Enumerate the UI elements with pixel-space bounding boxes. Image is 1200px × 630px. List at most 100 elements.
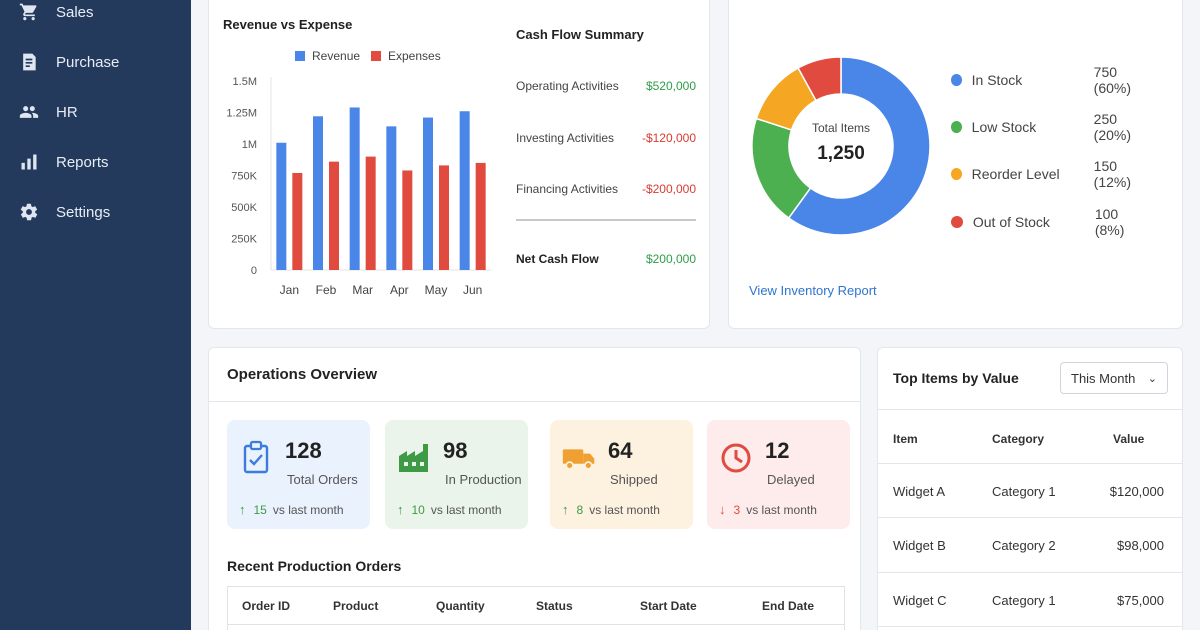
clock-icon bbox=[721, 443, 751, 473]
cashflow-label: Operating Activities bbox=[516, 79, 619, 93]
bar-revenue-feb[interactable] bbox=[313, 116, 323, 270]
cashflow-net-value: $200,000 bbox=[645, 252, 696, 266]
bar-revenue-apr[interactable] bbox=[386, 126, 397, 270]
bar-expenses-jun[interactable] bbox=[475, 162, 486, 270]
item-name: Widget C bbox=[893, 593, 947, 608]
gear-icon bbox=[18, 201, 40, 223]
item-value: $120,000 bbox=[1109, 484, 1164, 499]
donut-slice-out-of-stock[interactable] bbox=[797, 56, 842, 102]
bar-chart-icon bbox=[18, 151, 40, 173]
bar-revenue-may[interactable] bbox=[423, 117, 433, 270]
legend-value: 150 (12%) bbox=[1093, 158, 1132, 190]
arrow-down-icon: ↓ bbox=[719, 502, 726, 517]
item-value: $75,000 bbox=[1117, 593, 1164, 608]
revenue-card: Revenue vs Expense Revenue Expenses 0 250… bbox=[208, 0, 710, 329]
legend-dot bbox=[951, 216, 963, 228]
kpi-total-orders[interactable]: 128 Total Orders ↑ 15 vs last month bbox=[227, 420, 370, 529]
factory-icon bbox=[399, 444, 428, 472]
inventory-legend-out-of-stock: Out of Stock 100 (8%) bbox=[951, 206, 1151, 238]
item-name: Widget A bbox=[893, 484, 946, 499]
chevron-down-icon: ⌄ bbox=[1147, 373, 1157, 385]
clipboard-icon bbox=[243, 440, 269, 474]
bar-expenses-mar[interactable] bbox=[365, 156, 376, 270]
column-header[interactable]: Category bbox=[992, 432, 1045, 446]
legend-swatch bbox=[371, 51, 381, 61]
divider bbox=[878, 626, 1182, 627]
column-header[interactable]: Item bbox=[893, 432, 918, 446]
bar-revenue-mar[interactable] bbox=[349, 107, 360, 271]
cashflow-divider bbox=[516, 219, 696, 221]
bar-expenses-apr[interactable] bbox=[402, 170, 413, 270]
kpi-trend-text: vs last month bbox=[746, 502, 817, 517]
kpi-trend-text: vs last month bbox=[272, 502, 344, 517]
bar-revenue-jan[interactable] bbox=[276, 142, 287, 270]
legend-dot bbox=[951, 168, 962, 180]
column-header[interactable]: Quantity bbox=[436, 599, 485, 613]
cart-icon bbox=[18, 1, 40, 23]
legend-swatch bbox=[295, 51, 305, 61]
sidebar-item-purchase[interactable]: Purchase bbox=[0, 42, 191, 82]
y-tick-label: 1.5M bbox=[233, 76, 257, 88]
sidebar-item-reports[interactable]: Reports bbox=[0, 142, 191, 182]
sidebar-item-label: Settings bbox=[56, 203, 111, 221]
kpi-label: Total Orders bbox=[287, 472, 358, 487]
bar-expenses-feb[interactable] bbox=[329, 161, 339, 270]
item-category: Category 1 bbox=[992, 593, 1056, 608]
kpi-trend-text: vs last month bbox=[430, 502, 502, 517]
cashflow-net-label: Net Cash Flow bbox=[516, 252, 599, 266]
column-header[interactable]: Order ID bbox=[242, 599, 291, 613]
period-select[interactable]: This Month ⌄ bbox=[1060, 362, 1168, 394]
kpi-value: 98 bbox=[443, 438, 468, 463]
item-value: $98,000 bbox=[1117, 538, 1164, 553]
bar-expenses-may[interactable] bbox=[439, 165, 449, 270]
inventory-legend-in-stock: In Stock 750 (60%) bbox=[951, 64, 1151, 96]
y-tick-label: 0 bbox=[251, 265, 257, 277]
inventory-donut-chart bbox=[751, 56, 931, 236]
donut-slice-in-stock[interactable] bbox=[787, 56, 931, 236]
cashflow-row-investing: Investing Activities -$120,000 bbox=[516, 131, 696, 145]
cashflow-row-net: Net Cash Flow $200,000 bbox=[516, 252, 696, 266]
donut-center-value: 1,250 bbox=[817, 143, 865, 164]
item-category: Category 1 bbox=[992, 484, 1056, 499]
kpi-delayed[interactable]: 12 Delayed ↓ 3 vs last month bbox=[707, 420, 850, 529]
top-items-card: Top Items by Value This Month ⌄ Item Cat… bbox=[877, 347, 1183, 630]
y-tick-label: 1.25M bbox=[226, 108, 257, 120]
sidebar-item-settings[interactable]: Settings bbox=[0, 192, 191, 232]
sidebar-item-sales[interactable]: Sales bbox=[0, 0, 191, 32]
kpi-value: 64 bbox=[608, 438, 633, 463]
divider bbox=[878, 409, 1182, 410]
sidebar-item-label: Reports bbox=[56, 153, 109, 171]
sidebar-item-hr[interactable]: HR bbox=[0, 92, 191, 132]
sidebar-item-label: HR bbox=[56, 103, 78, 121]
truck-icon bbox=[562, 449, 595, 470]
arrow-up-icon: ↑ bbox=[397, 502, 404, 517]
kpi-label: Delayed bbox=[767, 472, 815, 487]
column-header[interactable]: End Date bbox=[762, 599, 815, 613]
column-header[interactable]: Value bbox=[1113, 432, 1145, 446]
people-icon bbox=[18, 101, 40, 123]
bar-expenses-jan[interactable] bbox=[292, 172, 303, 270]
y-tick-label: 250K bbox=[231, 234, 257, 246]
column-header[interactable]: Product bbox=[333, 599, 379, 613]
kpi-trend: ↑ 8 vs last month bbox=[562, 502, 660, 517]
legend-value: 250 (20%) bbox=[1093, 111, 1132, 143]
bar-revenue-jun[interactable] bbox=[459, 111, 470, 271]
operations-title: Operations Overview bbox=[227, 366, 378, 383]
kpi-shipped[interactable]: 64 Shipped ↑ 8 vs last month bbox=[550, 420, 693, 529]
divider bbox=[878, 463, 1182, 464]
kpi-label: In Production bbox=[445, 472, 522, 487]
legend-expenses: Expenses bbox=[371, 49, 441, 63]
sidebar: Sales Purchase HR Reports Settings bbox=[0, 0, 191, 630]
column-header[interactable]: Status bbox=[536, 599, 573, 613]
view-inventory-report-link[interactable]: View Inventory Report bbox=[749, 283, 877, 298]
inventory-legend-low-stock: Low Stock 250 (20%) bbox=[951, 111, 1151, 143]
kpi-trend-value: 15 bbox=[253, 502, 267, 517]
column-header[interactable]: Start Date bbox=[640, 599, 697, 613]
x-tick-label: May bbox=[425, 283, 448, 297]
donut-center-label: Total Items bbox=[811, 121, 871, 135]
legend-revenue: Revenue bbox=[295, 49, 360, 63]
inventory-legend-reorder-level: Reorder Level 150 (12%) bbox=[951, 158, 1151, 190]
kpi-in-production[interactable]: 98 In Production ↑ 10 vs last month bbox=[385, 420, 528, 529]
kpi-label: Shipped bbox=[610, 472, 658, 487]
sidebar-item-label: Sales bbox=[56, 3, 94, 21]
